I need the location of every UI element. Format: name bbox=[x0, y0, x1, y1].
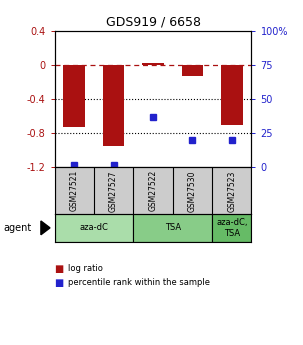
Text: agent: agent bbox=[3, 223, 31, 233]
Bar bbox=[142, 62, 164, 65]
Text: aza-dC,
TSA: aza-dC, TSA bbox=[216, 218, 248, 238]
Bar bbox=[181, 65, 203, 76]
Text: GSM27523: GSM27523 bbox=[227, 170, 236, 211]
Bar bbox=[55, 214, 133, 242]
Polygon shape bbox=[41, 221, 50, 235]
Bar bbox=[221, 65, 243, 125]
Bar bbox=[103, 65, 125, 146]
Text: GSM27527: GSM27527 bbox=[109, 170, 118, 211]
Text: log ratio: log ratio bbox=[68, 264, 103, 273]
Text: GSM27522: GSM27522 bbox=[148, 170, 158, 211]
Title: GDS919 / 6658: GDS919 / 6658 bbox=[105, 16, 201, 29]
Text: ■: ■ bbox=[55, 278, 64, 288]
Text: aza-dC: aza-dC bbox=[79, 223, 108, 233]
Text: ■: ■ bbox=[55, 264, 64, 274]
Text: percentile rank within the sample: percentile rank within the sample bbox=[68, 278, 210, 287]
Text: GSM27521: GSM27521 bbox=[70, 170, 79, 211]
Bar bbox=[63, 65, 85, 127]
Bar bbox=[133, 214, 212, 242]
Text: GSM27530: GSM27530 bbox=[188, 170, 197, 211]
Bar bbox=[212, 214, 251, 242]
Text: TSA: TSA bbox=[165, 223, 181, 233]
